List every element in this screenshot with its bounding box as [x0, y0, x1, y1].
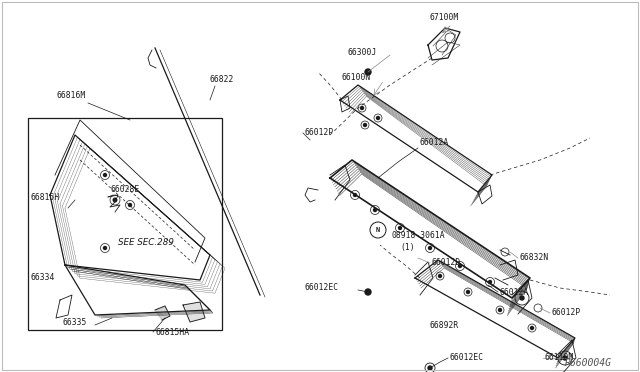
- Text: 66028E: 66028E: [110, 185, 140, 194]
- Text: SEE SEC.289: SEE SEC.289: [118, 238, 174, 247]
- Text: 66012EC: 66012EC: [450, 353, 484, 362]
- Circle shape: [365, 289, 371, 295]
- Text: R660004G: R660004G: [565, 358, 612, 368]
- Circle shape: [488, 280, 492, 283]
- Text: 66815HA: 66815HA: [155, 328, 189, 337]
- Text: 66110M: 66110M: [545, 353, 574, 362]
- Text: 66892R: 66892R: [430, 321, 460, 330]
- Circle shape: [428, 366, 432, 370]
- Circle shape: [360, 106, 364, 109]
- Text: 66012EC: 66012EC: [305, 283, 339, 292]
- Text: 66012D: 66012D: [432, 258, 461, 267]
- Circle shape: [104, 173, 106, 176]
- Circle shape: [353, 193, 356, 196]
- Circle shape: [364, 124, 367, 126]
- Circle shape: [113, 198, 117, 202]
- Text: 66335: 66335: [62, 318, 86, 327]
- Circle shape: [458, 264, 461, 267]
- Text: 66012A: 66012A: [500, 288, 529, 297]
- Circle shape: [374, 208, 376, 212]
- Text: 66815H: 66815H: [30, 193, 60, 202]
- Circle shape: [365, 69, 371, 75]
- Text: (1): (1): [400, 243, 415, 252]
- Circle shape: [438, 275, 442, 278]
- Text: 67100M: 67100M: [430, 13, 460, 22]
- Circle shape: [499, 308, 502, 311]
- Text: 66012P: 66012P: [305, 128, 334, 137]
- Circle shape: [429, 247, 431, 250]
- Text: 66822: 66822: [210, 75, 234, 84]
- Text: N: N: [376, 227, 380, 233]
- Circle shape: [531, 327, 534, 330]
- Text: 08918-3061A: 08918-3061A: [392, 231, 445, 240]
- Circle shape: [129, 203, 131, 206]
- Text: 66300J: 66300J: [348, 48, 377, 57]
- Text: 66012P: 66012P: [552, 308, 581, 317]
- Text: 66832N: 66832N: [520, 253, 549, 262]
- Text: 66816M: 66816M: [56, 91, 85, 100]
- Circle shape: [563, 356, 567, 360]
- Text: 66334: 66334: [30, 273, 54, 282]
- Circle shape: [104, 247, 106, 250]
- Polygon shape: [155, 306, 170, 320]
- Circle shape: [376, 116, 380, 119]
- Bar: [28, 118, 222, 330]
- Circle shape: [399, 227, 401, 230]
- Circle shape: [520, 296, 524, 300]
- Text: 66012A: 66012A: [420, 138, 449, 147]
- Circle shape: [467, 291, 470, 294]
- Text: 66100N: 66100N: [342, 73, 371, 82]
- Polygon shape: [183, 302, 205, 322]
